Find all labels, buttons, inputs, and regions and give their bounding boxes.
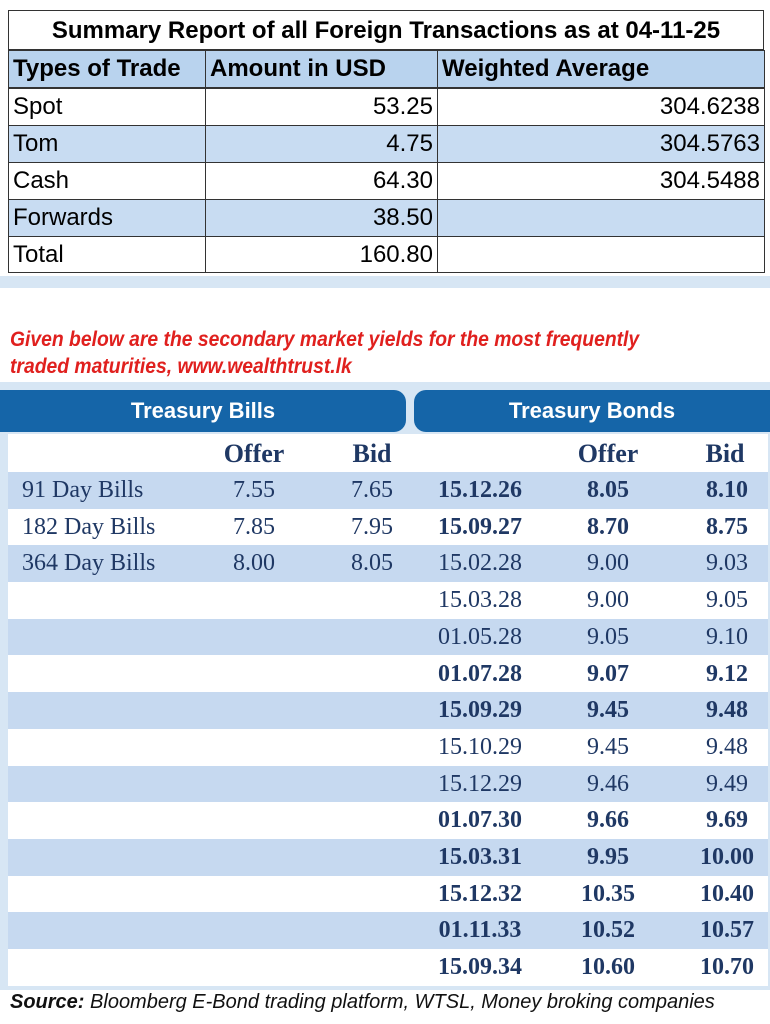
bond-cell: 9.95 [587,844,629,870]
bills-header: Offer [223,439,285,468]
row-band [8,765,768,803]
bond-cell: 9.00 [587,587,629,614]
bond-cell: 9.12 [706,660,748,687]
bonds-header: Bid [705,439,745,468]
bond-cell: 15.10.29 [438,733,522,760]
summary-cell: Spot [8,88,206,126]
bond-cell: 9.46 [587,770,629,797]
bond-cell: 15.12.26 [438,477,522,503]
bond-cell: 10.52 [581,917,635,944]
bill-yield: 7.55 [233,477,275,503]
bill-name: 364 Day Bills [22,550,156,577]
bonds-header: Offer [577,439,639,468]
bond-cell: 9.66 [587,807,629,834]
bond-cell: 15.12.29 [438,770,522,797]
summary-cell [437,236,765,273]
bond-cell: 8.70 [587,513,629,540]
bills-tab: Treasury Bills [0,390,406,432]
source-text: Bloomberg E-Bond trading platform, WTSL,… [90,991,715,1013]
bond-cell: 15.09.27 [438,513,522,540]
bond-cell: 01.07.30 [438,807,522,834]
bond-cell: 9.07 [587,660,629,687]
bond-cell: 9.48 [706,697,748,724]
row-band [8,472,768,509]
bond-cell: 9.45 [587,697,629,724]
bill-yield: 8.05 [351,550,393,577]
bond-cell: 9.48 [706,733,748,760]
row-band [8,839,768,876]
source-label: Source: [10,991,85,1013]
bond-cell: 01.05.28 [438,623,522,650]
bill-yield: 7.65 [351,477,393,503]
summary-cell: Forwards [8,199,206,237]
bond-cell: 9.00 [587,550,629,577]
summary-header: Amount in USD [205,50,438,88]
bond-cell: 10.00 [700,844,754,870]
summary-cell: Tom [8,125,206,163]
top-band [0,276,770,288]
summary-cell: Cash [8,162,206,200]
note: Given below are the secondary market yie… [10,328,640,378]
bonds-tab: Treasury Bonds [414,390,770,432]
bond-cell: 15.09.29 [438,697,522,724]
bond-cell: 9.49 [706,770,748,797]
bond-cell: 01.07.28 [438,660,522,687]
summary-cell: Total [8,236,206,273]
bond-cell: 15.09.34 [438,954,522,981]
row-band [8,692,768,729]
bill-yield: 8.00 [233,550,275,577]
bond-cell: 10.60 [581,954,635,981]
summary-cell: 304.5763 [437,125,765,163]
bond-cell: 15.12.32 [438,880,522,907]
source: Source: Bloomberg E-Bond trading platfor… [10,988,715,1016]
bond-cell: 15.02.28 [438,550,522,577]
bill-name: 182 Day Bills [22,513,156,540]
bond-cell: 10.70 [700,954,754,981]
summary-cell: 160.80 [205,236,438,273]
bond-cell: 8.05 [587,477,629,503]
bond-cell: 8.10 [706,477,748,503]
bond-cell: 9.05 [587,623,629,650]
bill-name: 91 Day Bills [22,477,144,503]
summary-cell: 64.30 [205,162,438,200]
summary-cell: 4.75 [205,125,438,163]
row-band [8,545,768,583]
bond-cell: 9.69 [706,807,748,834]
bond-cell: 9.45 [587,733,629,760]
summary-header: Types of Trade [8,50,206,88]
bond-cell: 9.10 [706,623,748,650]
bond-cell: 8.75 [706,513,748,540]
bond-cell: 15.03.31 [438,844,522,870]
summary-cell: 304.5488 [437,162,765,200]
row-band [8,618,768,656]
bond-cell: 10.57 [700,917,754,944]
bond-cell: 15.03.28 [438,587,522,614]
bond-cell: 01.11.33 [438,917,522,944]
bills-header: Bid [352,439,392,468]
bond-cell: 9.05 [706,587,748,614]
bond-cell: 10.35 [581,880,635,907]
row-band [8,912,768,950]
summary-cell [437,199,765,237]
bill-yield: 7.85 [233,513,275,540]
summary-cell: 304.6238 [437,88,765,126]
summary-cell: 53.25 [205,88,438,126]
bond-cell: 10.40 [700,880,754,907]
bill-yield: 7.95 [351,513,393,540]
bond-cell: 9.03 [706,550,748,577]
summary-header: Weighted Average [437,50,765,88]
summary-title: Summary Report of all Foreign Transactio… [8,10,764,50]
summary-cell: 38.50 [205,199,438,237]
